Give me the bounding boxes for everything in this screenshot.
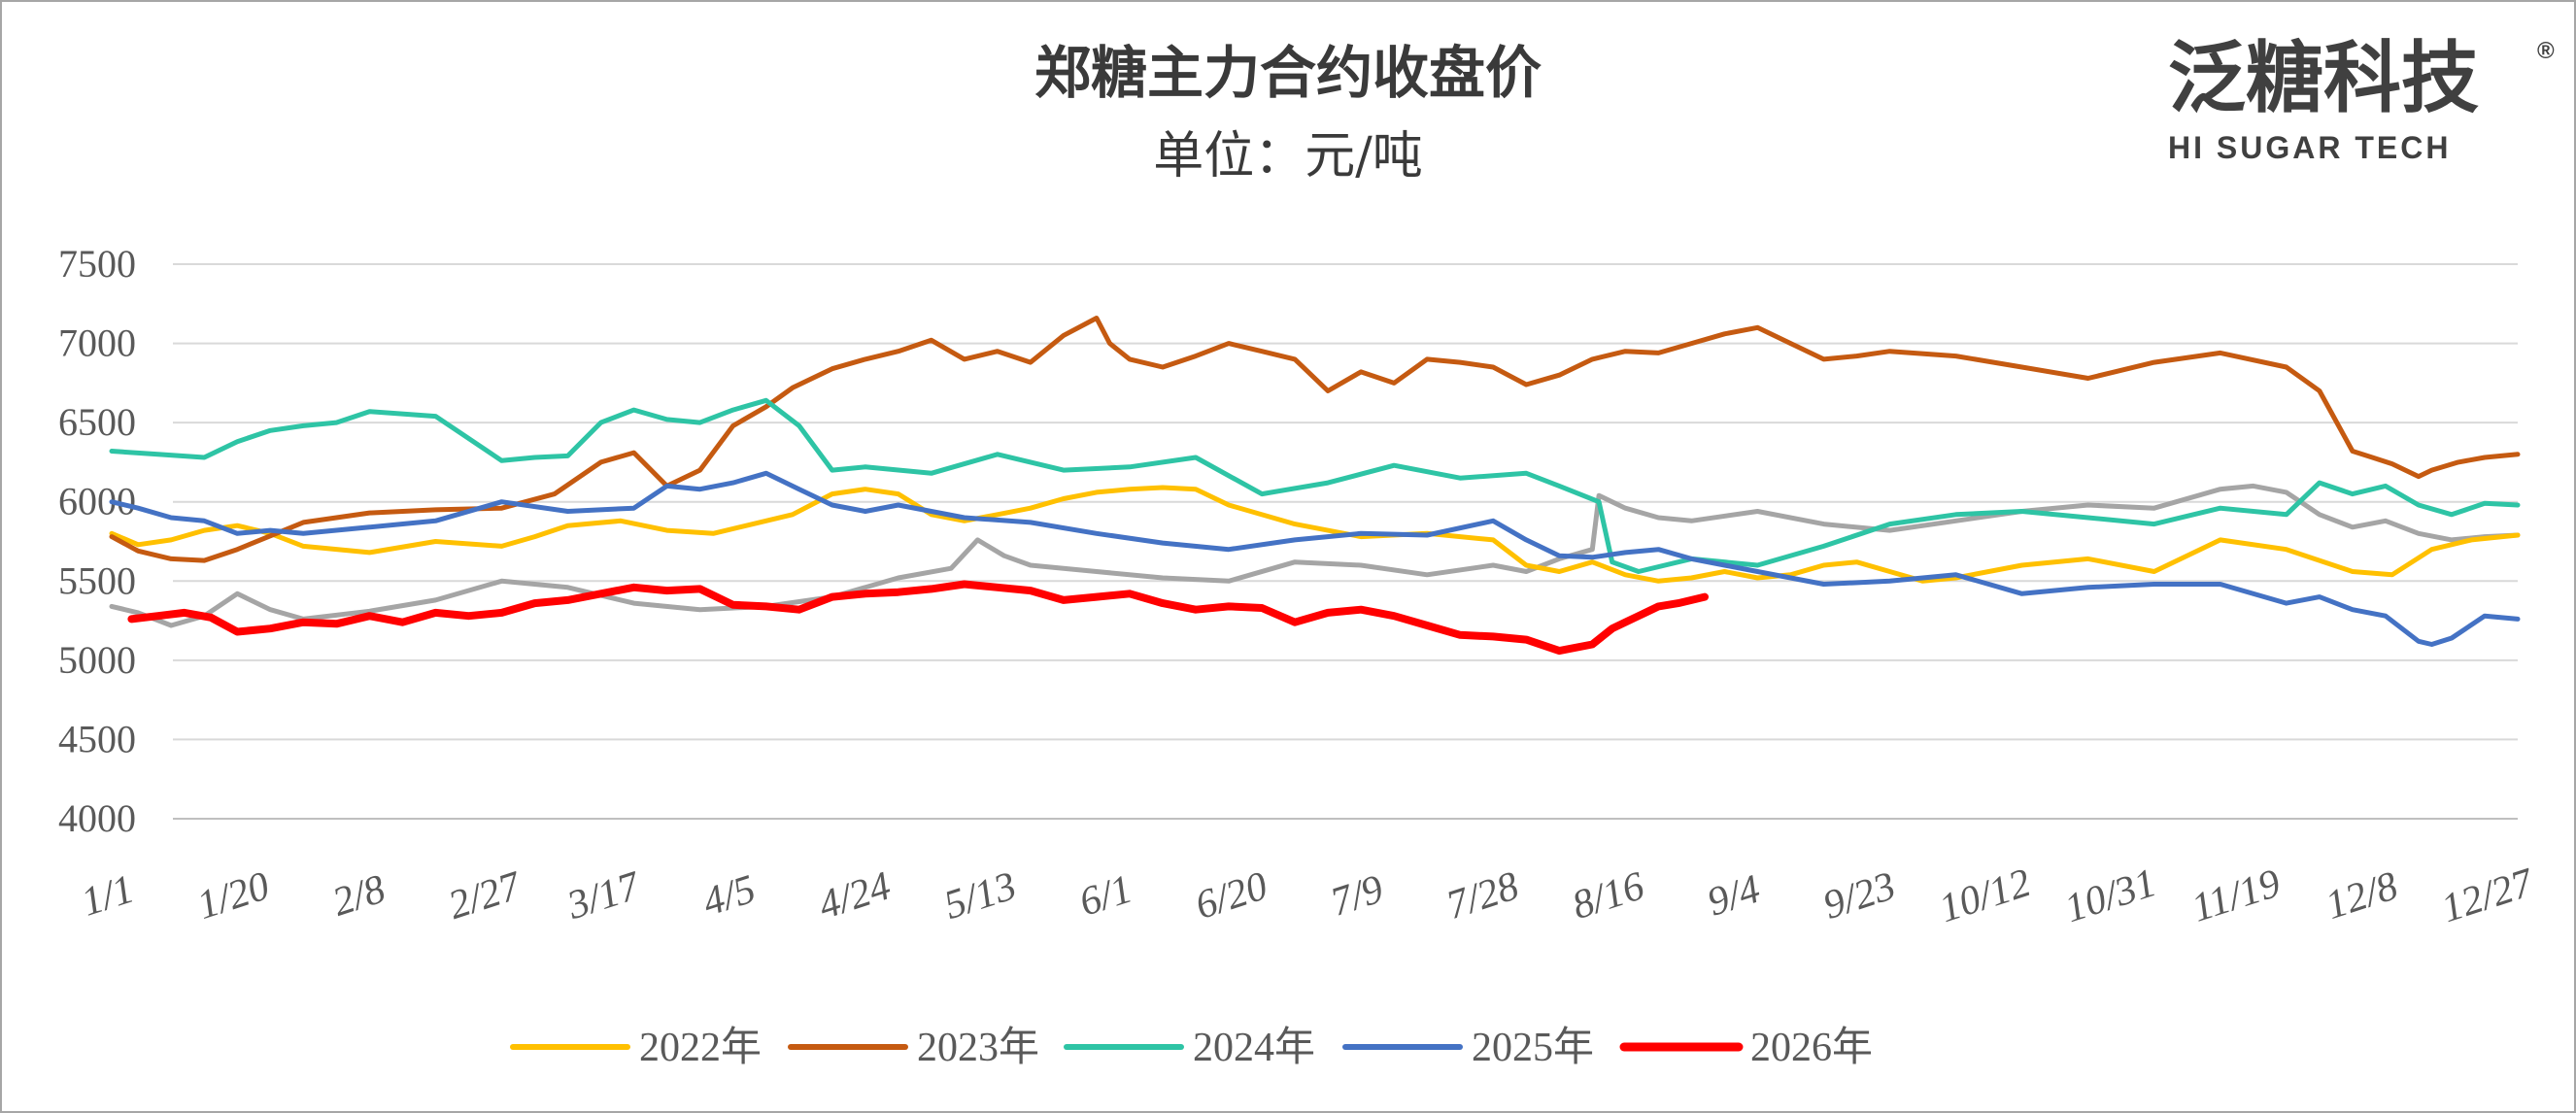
x-tick-label: 9/23 bbox=[1818, 863, 1901, 928]
x-axis: 1/1 1/20 2/8 2/27 3/17 4/5 4/24 5/13 6/1 6/20 7/9 7… bbox=[76, 860, 2540, 931]
x-tick-label: 2/27 bbox=[443, 863, 527, 928]
x-tick-label: 10/31 bbox=[2059, 860, 2161, 931]
logo-chinese: 泛糖科技 bbox=[2168, 33, 2479, 123]
y-tick-label: 6000 bbox=[58, 480, 136, 523]
series-line-2026年 bbox=[127, 580, 1709, 656]
y-tick-label: 5500 bbox=[58, 558, 136, 602]
legend-label: 2023年 bbox=[917, 1025, 1039, 1070]
x-tick-label: 4/5 bbox=[697, 866, 761, 925]
x-tick-label: 12/27 bbox=[2436, 860, 2540, 931]
x-tick-label: 6/20 bbox=[1190, 863, 1272, 928]
x-tick-label: 1/1 bbox=[76, 866, 139, 925]
brand-logo: 泛糖科技 HI SUGAR TECH ® bbox=[2168, 33, 2558, 165]
y-tick-label: 6500 bbox=[58, 400, 136, 444]
y-tick-label: 4000 bbox=[58, 796, 136, 840]
chart-title: 郑糖主力合约收盘价 bbox=[1034, 40, 1542, 106]
plot-series bbox=[109, 316, 2521, 656]
x-tick-label: 1/20 bbox=[192, 863, 275, 928]
x-tick-label: 9/4 bbox=[1702, 866, 1765, 925]
x-tick-label: 6/1 bbox=[1074, 866, 1137, 925]
x-tick-label: 4/24 bbox=[813, 863, 896, 928]
chart-subtitle: 单位：元/吨 bbox=[1153, 127, 1423, 186]
legend: 2022年 2023年 2024年 2025年 2026年 bbox=[510, 1025, 1873, 1070]
x-tick-label: 7/28 bbox=[1441, 863, 1524, 928]
x-tick-label: 2/8 bbox=[327, 866, 390, 925]
y-tick-label: 7000 bbox=[58, 321, 136, 365]
series-line-unlabeled bbox=[109, 483, 2521, 628]
y-axis: 4000 4500 5000 5500 6000 6500 7000 7500 bbox=[58, 242, 136, 840]
x-tick-label: 11/19 bbox=[2186, 860, 2286, 930]
legend-label: 2025年 bbox=[1472, 1025, 1594, 1070]
x-tick-label: 7/9 bbox=[1325, 866, 1388, 925]
x-tick-label: 12/8 bbox=[2321, 863, 2403, 928]
x-tick-label: 3/17 bbox=[561, 863, 647, 929]
x-tick-label: 10/12 bbox=[1934, 860, 2036, 931]
legend-label: 2024年 bbox=[1193, 1025, 1315, 1070]
series-line-2022年 bbox=[109, 485, 2521, 584]
logo-english: HI SUGAR TECH bbox=[2168, 130, 2451, 165]
logo-registered-mark: ® bbox=[2537, 38, 2558, 64]
x-tick-label: 5/13 bbox=[939, 863, 1022, 928]
legend-label: 2022年 bbox=[639, 1025, 762, 1070]
y-tick-label: 5000 bbox=[58, 638, 136, 682]
legend-label: 2026年 bbox=[1750, 1025, 1873, 1070]
y-tick-label: 7500 bbox=[58, 242, 136, 286]
x-tick-label: 8/16 bbox=[1567, 863, 1649, 928]
grid-lines bbox=[173, 263, 2518, 820]
series-line-2024年 bbox=[109, 397, 2521, 574]
series-line-2023年 bbox=[109, 316, 2521, 563]
y-tick-label: 4500 bbox=[58, 717, 136, 760]
series-line-2025年 bbox=[109, 470, 2521, 647]
